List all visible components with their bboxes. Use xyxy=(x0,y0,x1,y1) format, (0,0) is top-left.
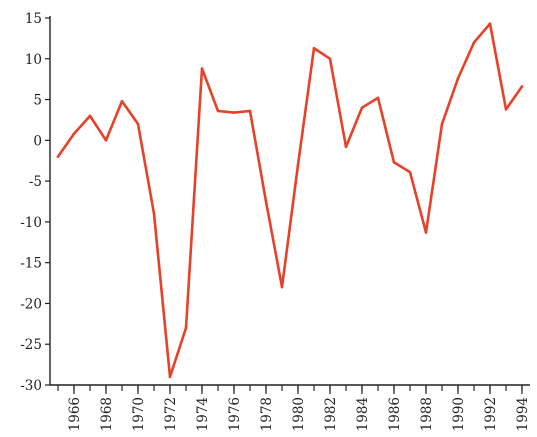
data-point xyxy=(264,200,268,203)
y-tick-label: -25 xyxy=(20,337,42,353)
x-tick-label: 1970 xyxy=(131,397,147,431)
x-tick-label: 1978 xyxy=(259,397,275,431)
data-point xyxy=(504,108,508,111)
x-tick-label: 1986 xyxy=(387,397,403,431)
data-point xyxy=(232,111,236,114)
x-tick-label: 1980 xyxy=(291,397,307,431)
data-point xyxy=(344,145,348,149)
x-tick-label: 1974 xyxy=(195,397,211,431)
x-axis: 1966 1968 1970 1972 1974 1976 1978 1980 1982 1984… xyxy=(50,384,531,431)
x-tick-label: 1972 xyxy=(163,397,179,431)
data-point xyxy=(120,99,124,103)
data-point xyxy=(488,22,492,26)
y-tick-label: 10 xyxy=(25,52,42,68)
data-point xyxy=(376,96,380,100)
data-point xyxy=(184,326,188,330)
data-point xyxy=(280,285,284,289)
x-tick-label: 1982 xyxy=(323,397,339,431)
data-point xyxy=(152,212,156,216)
series-line-0 xyxy=(56,22,524,379)
x-tick-label: 1968 xyxy=(99,397,115,431)
data-point xyxy=(328,57,332,61)
data-point xyxy=(104,139,108,142)
y-axis: 15 10 5 0 -5 -10 -15 -20 -25 -30 xyxy=(20,11,51,394)
data-point xyxy=(312,46,316,50)
data-point xyxy=(168,375,172,379)
data-point xyxy=(296,163,300,167)
y-tick-label: 15 xyxy=(25,11,42,27)
data-point xyxy=(56,155,60,158)
data-point xyxy=(456,77,460,80)
y-tick-label: 0 xyxy=(33,133,42,149)
data-point xyxy=(424,231,428,234)
x-tick-label: 1994 xyxy=(515,397,531,431)
data-point xyxy=(136,122,140,126)
y-tick-label: -30 xyxy=(20,378,42,394)
x-tick-label: 1976 xyxy=(227,397,243,431)
data-point xyxy=(520,85,524,88)
data-point xyxy=(440,122,444,126)
y-tick-label: 5 xyxy=(33,93,42,109)
x-tick-label: 1992 xyxy=(483,397,499,431)
x-tick-label: 1984 xyxy=(355,397,371,431)
x-tick-label: 1988 xyxy=(419,397,435,431)
y-tick-label: -5 xyxy=(29,174,42,190)
series-layer xyxy=(56,22,524,379)
data-point xyxy=(472,41,476,44)
data-point xyxy=(392,161,396,164)
data-point xyxy=(360,106,364,110)
data-point xyxy=(72,132,76,136)
y-tick-label: -15 xyxy=(20,256,42,272)
data-point xyxy=(216,109,220,113)
data-point xyxy=(248,109,252,113)
data-point xyxy=(200,67,204,70)
x-tick-label: 1966 xyxy=(67,397,83,431)
data-point xyxy=(88,114,92,118)
y-tick-label: -10 xyxy=(20,215,42,231)
x-tick-label: 1990 xyxy=(451,397,467,431)
data-point xyxy=(408,170,412,174)
y-tick-label: -20 xyxy=(20,296,42,312)
